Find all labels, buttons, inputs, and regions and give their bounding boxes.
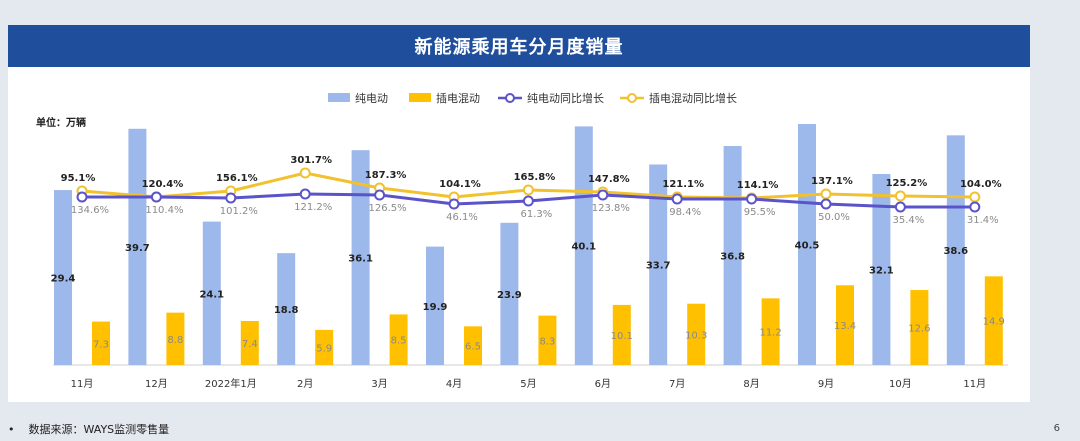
phev-growth-label-0: 95.1%: [61, 173, 96, 184]
bev-growth-label-6: 61.3%: [521, 209, 553, 220]
phev-growth-label-8: 121.1%: [662, 179, 704, 190]
phev-value-label-7: 10.1: [611, 331, 633, 342]
bev-value-label-1: 39.7: [125, 243, 150, 254]
phev-value-label-2: 7.4: [242, 339, 258, 350]
bev-growth-point-5: [450, 200, 459, 209]
phev-value-label-11: 12.6: [908, 324, 930, 335]
bev-value-label-12: 38.6: [943, 246, 968, 257]
bev-growth-label-11: 35.4%: [893, 215, 925, 226]
bev-growth-label-5: 46.1%: [446, 212, 478, 223]
phev-value-label-0: 7.3: [93, 339, 109, 350]
footer-source-text: 数据来源：WAYS监测零售量: [29, 423, 170, 436]
legend-label-2: 纯电动同比增长: [527, 91, 604, 105]
x-tick-label-10: 9月: [818, 378, 834, 390]
bev-growth-label-7: 123.8%: [592, 203, 630, 214]
bev-value-label-3: 18.8: [274, 305, 299, 316]
x-tick-label-6: 5月: [520, 378, 536, 390]
phev-growth-label-10: 137.1%: [811, 176, 853, 187]
bev-growth-point-2: [226, 194, 235, 203]
phev-growth-label-11: 125.2%: [886, 178, 928, 189]
phev-growth-label-9: 114.1%: [737, 180, 779, 191]
phev-value-label-1: 8.8: [167, 335, 183, 346]
legend-label-3: 插电混动同比增长: [649, 91, 737, 105]
bev-growth-label-3: 121.2%: [294, 202, 332, 213]
legend-swatch-1: [409, 93, 431, 102]
legend-label-1: 插电混动: [436, 91, 480, 105]
phev-value-label-5: 6.5: [465, 342, 481, 353]
bev-growth-point-7: [598, 191, 607, 200]
bev-growth-point-8: [673, 195, 682, 204]
bev-value-label-6: 23.9: [497, 290, 522, 301]
bev-growth-point-10: [822, 200, 831, 209]
bev-growth-point-4: [375, 191, 384, 200]
bev-growth-label-4: 126.5%: [369, 203, 407, 214]
legend-swatch-0: [328, 93, 350, 102]
phev-value-label-6: 8.3: [539, 336, 555, 347]
x-tick-label-11: 10月: [889, 378, 912, 390]
bev-growth-point-11: [896, 203, 905, 212]
bev-value-label-2: 24.1: [199, 289, 224, 300]
phev-growth-point-3: [301, 169, 310, 178]
x-tick-label-7: 6月: [595, 378, 611, 390]
bev-growth-label-10: 50.0%: [818, 212, 850, 223]
phev-growth-label-3: 301.7%: [290, 155, 332, 166]
phev-value-label-10: 13.4: [834, 321, 856, 332]
bev-growth-label-0: 134.6%: [71, 205, 109, 216]
x-tick-label-5: 4月: [446, 378, 462, 390]
bev-value-label-11: 32.1: [869, 266, 894, 277]
x-tick-label-8: 7月: [669, 378, 685, 390]
bev-growth-point-12: [970, 203, 979, 212]
x-tick-label-2: 2022年1月: [205, 377, 257, 390]
phev-growth-label-12: 104.0%: [960, 179, 1002, 190]
unit-label: 单位：万辆: [36, 116, 86, 129]
phev-value-label-12: 14.9: [983, 317, 1005, 328]
x-tick-label-9: 8月: [743, 378, 759, 390]
bev-value-label-7: 40.1: [571, 242, 596, 253]
phev-growth-label-4: 187.3%: [365, 170, 407, 181]
bev-growth-point-6: [524, 197, 533, 206]
bev-value-label-4: 36.1: [348, 254, 373, 265]
bev-value-label-9: 36.8: [720, 252, 745, 263]
legend-marker-3: [628, 94, 636, 102]
phev-growth-label-6: 165.8%: [514, 172, 556, 183]
phev-growth-label-5: 104.1%: [439, 179, 481, 190]
page-number: 6: [1054, 423, 1060, 434]
legend-marker-2: [506, 94, 514, 102]
bev-growth-label-9: 95.5%: [744, 207, 776, 218]
bev-growth-point-1: [152, 193, 161, 202]
phev-growth-point-6: [524, 186, 533, 195]
phev-growth-label-2: 156.1%: [216, 173, 258, 184]
x-tick-label-3: 2月: [297, 378, 313, 390]
phev-value-label-9: 11.2: [759, 328, 781, 339]
bev-value-label-5: 19.9: [423, 302, 448, 313]
phev-value-label-3: 5.9: [316, 343, 332, 354]
chart-svg: 单位：万辆 纯电动 插电混动 纯电动同比增长 插电混动同比增长 29.4 7.3 11月 39.…: [8, 67, 1030, 402]
x-tick-label-0: 11月: [71, 378, 94, 390]
bev-growth-point-0: [78, 193, 87, 202]
bev-value-label-8: 33.7: [646, 261, 671, 272]
legend-label-0: 纯电动: [355, 92, 388, 105]
bev-growth-label-12: 31.4%: [967, 215, 999, 226]
phev-value-label-4: 8.5: [391, 336, 407, 347]
bev-growth-label-8: 98.4%: [669, 207, 701, 218]
phev-value-label-8: 10.3: [685, 330, 707, 341]
bev-growth-label-1: 110.4%: [145, 205, 183, 216]
bev-value-label-0: 29.4: [51, 274, 76, 285]
x-tick-label-12: 11月: [963, 378, 986, 390]
bev-growth-point-3: [301, 190, 310, 199]
phev-growth-label-7: 147.8%: [588, 174, 630, 185]
x-tick-label-4: 3月: [371, 378, 387, 390]
bev-growth-point-9: [747, 195, 756, 204]
phev-growth-point-12: [970, 193, 979, 202]
bev-value-label-10: 40.5: [795, 241, 820, 252]
chart-title: 新能源乘用车分月度销量: [8, 25, 1030, 67]
plot-panel: 单位：万辆 纯电动 插电混动 纯电动同比增长 插电混动同比增长 29.4 7.3 11月 39.…: [8, 67, 1030, 402]
data-source-note: • 数据来源：WAYS监测零售量: [8, 421, 169, 437]
footer-bullet: •: [8, 423, 15, 436]
phev-growth-point-11: [896, 192, 905, 201]
phev-growth-point-10: [822, 190, 831, 199]
phev-growth-label-1: 120.4%: [142, 179, 184, 190]
bev-growth-label-2: 101.2%: [220, 206, 258, 217]
x-tick-label-1: 12月: [145, 378, 168, 390]
